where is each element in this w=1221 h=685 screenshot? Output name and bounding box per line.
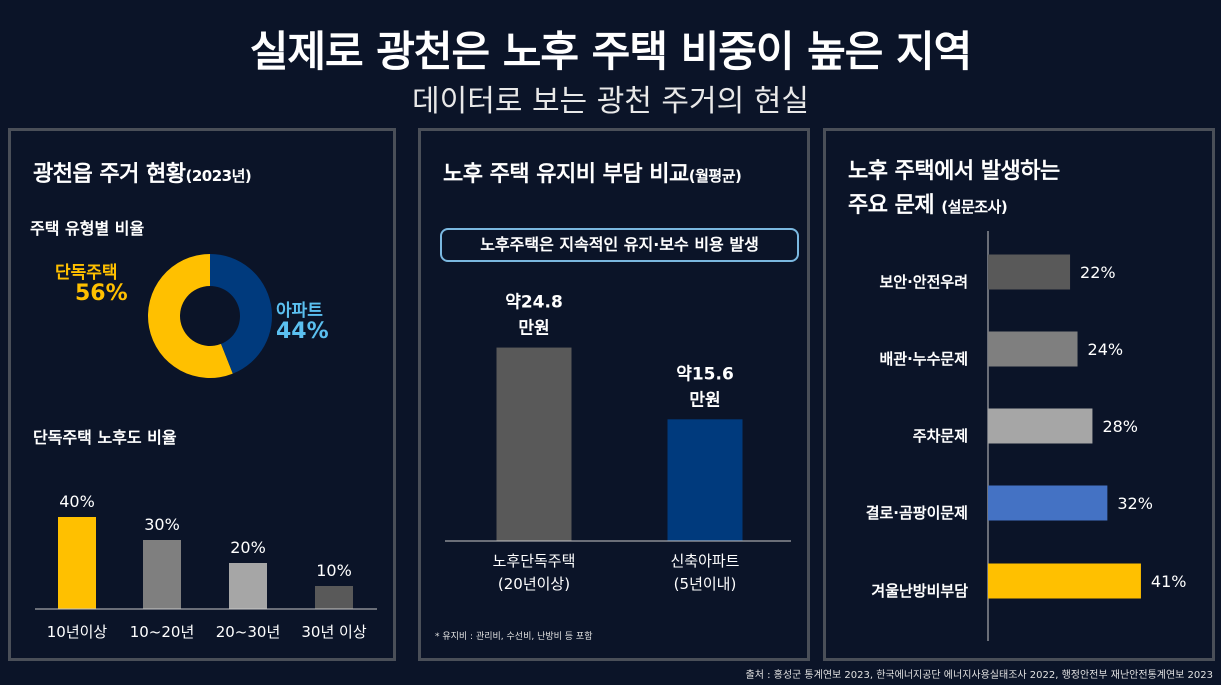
panel1-title-text: 광천읍 주거 현황	[33, 162, 186, 187]
problem-bar	[988, 563, 1141, 599]
housing-type-donut-chart	[147, 254, 272, 378]
problems-bar-chart: 22% 보안·안전우려 24% 배관·누수문제 28% 주차문제 32% 결로·곰팡이문제 41…	[866, 231, 1187, 641]
age-bar-value-label: 20%	[230, 538, 266, 557]
cost-bar-value-label: 약15.6	[676, 363, 734, 384]
housing-status-panel: 광천읍 주거 현황(2023년) 주택 유형별 비율 단독주택 56% 아파트 …	[8, 128, 396, 661]
cost-bar	[496, 347, 572, 541]
problem-bar-category-label: 배관·누수문제	[880, 350, 969, 368]
panel2-title-text: 노후 주택 유지비 부담 비교	[443, 162, 689, 187]
age-bar-category-label: 30년 이상	[301, 623, 366, 641]
problem-bar-value-label: 24%	[1088, 340, 1124, 359]
problem-bar	[988, 485, 1108, 521]
problem-bar	[988, 254, 1071, 290]
age-bar-chart-label: 단독주택 노후도 비율	[33, 428, 177, 447]
age-bar-category-label: 10~20년	[130, 623, 195, 641]
problem-bar-category-label: 주차문제	[913, 427, 968, 445]
cost-bar-category-sublabel: (5년이내)	[674, 575, 737, 593]
maintenance-note: 노후주택은 지속적인 유지·보수 비용 발생	[440, 228, 799, 262]
page-title: 실제로 광천은 노후 주택 비중이 높은 지역	[249, 27, 973, 76]
cost-bar-category-sublabel: (20년이상)	[498, 575, 570, 593]
problem-bar-category-label: 결로·곰팡이문제	[866, 504, 968, 522]
problem-bar-category-label: 겨울난방비부담	[871, 582, 968, 600]
donut-chart-label: 주택 유형별 비율	[30, 219, 145, 238]
panel1-title: 광천읍 주거 현황(2023년)	[33, 156, 252, 188]
cost-bar-category-label: 노후단독주택	[493, 552, 576, 570]
age-bar	[315, 586, 353, 609]
maintenance-cost-panel: 노후 주택 유지비 부담 비교(월평균) 노후주택은 지속적인 유지·보수 비용…	[418, 128, 810, 661]
age-bar	[143, 540, 181, 609]
panel3-title-suffix: (설문조사)	[941, 198, 1008, 216]
cost-bar-unit-label: 만원	[518, 319, 549, 339]
donut-slice	[210, 254, 272, 374]
problem-bar-value-label: 41%	[1151, 572, 1187, 591]
age-bar-category-label: 10년이상	[47, 623, 108, 641]
source-note: 출처 : 홍성군 통계연보 2023, 한국에너지공단 에너지사용실태조사 20…	[745, 670, 1213, 681]
panel2-title: 노후 주택 유지비 부담 비교(월평균)	[443, 156, 742, 188]
donut-label-apt-name: 아파트	[276, 301, 323, 321]
problem-bar-value-label: 22%	[1080, 263, 1116, 282]
age-bar-value-label: 30%	[144, 515, 180, 534]
age-bar-value-label: 10%	[316, 561, 352, 580]
panel1-title-suffix: (2023년)	[185, 167, 252, 185]
problem-bar	[988, 331, 1078, 367]
donut-label-detached-value: 56%	[75, 281, 128, 306]
panel3-title-line2: 주요 문제 (설문조사)	[848, 187, 1008, 219]
age-bar-category-label: 20~30년	[216, 623, 281, 641]
cost-bar	[667, 419, 743, 541]
age-bar	[58, 517, 96, 609]
age-bar	[229, 563, 267, 609]
page-subtitle: 데이터로 보는 광천 주거의 현실	[412, 84, 809, 119]
panel2-title-suffix: (월평균)	[688, 167, 742, 185]
maintenance-footnote: * 유지비 : 관리비, 수선비, 난방비 등 포함	[435, 632, 593, 642]
cost-bar-value-label: 약24.8	[505, 292, 563, 313]
age-bar-chart: 40% 10년이상 30% 10~20년 20% 20~30년 10% 30년 이상	[35, 492, 377, 641]
panel3-title-text: 주요 문제	[848, 193, 935, 218]
cost-bar-unit-label: 만원	[689, 390, 720, 410]
donut-slice	[147, 254, 233, 378]
panel3-title-line1: 노후 주택에서 발생하는	[848, 159, 1060, 184]
problem-bar-category-label: 보안·안전우려	[880, 273, 969, 291]
problems-panel: 노후 주택에서 발생하는 주요 문제 (설문조사) 22% 보안·안전우려 24% 배…	[823, 128, 1215, 661]
problem-bar	[988, 408, 1093, 444]
problem-bar-value-label: 28%	[1102, 417, 1138, 436]
donut-label-apt-value: 44%	[276, 319, 329, 344]
cost-bar-category-label: 신축아파트	[670, 552, 739, 570]
donut-label-detached-name: 단독주택	[55, 263, 118, 283]
age-bar-value-label: 40%	[59, 492, 95, 511]
problem-bar-value-label: 32%	[1117, 494, 1153, 513]
